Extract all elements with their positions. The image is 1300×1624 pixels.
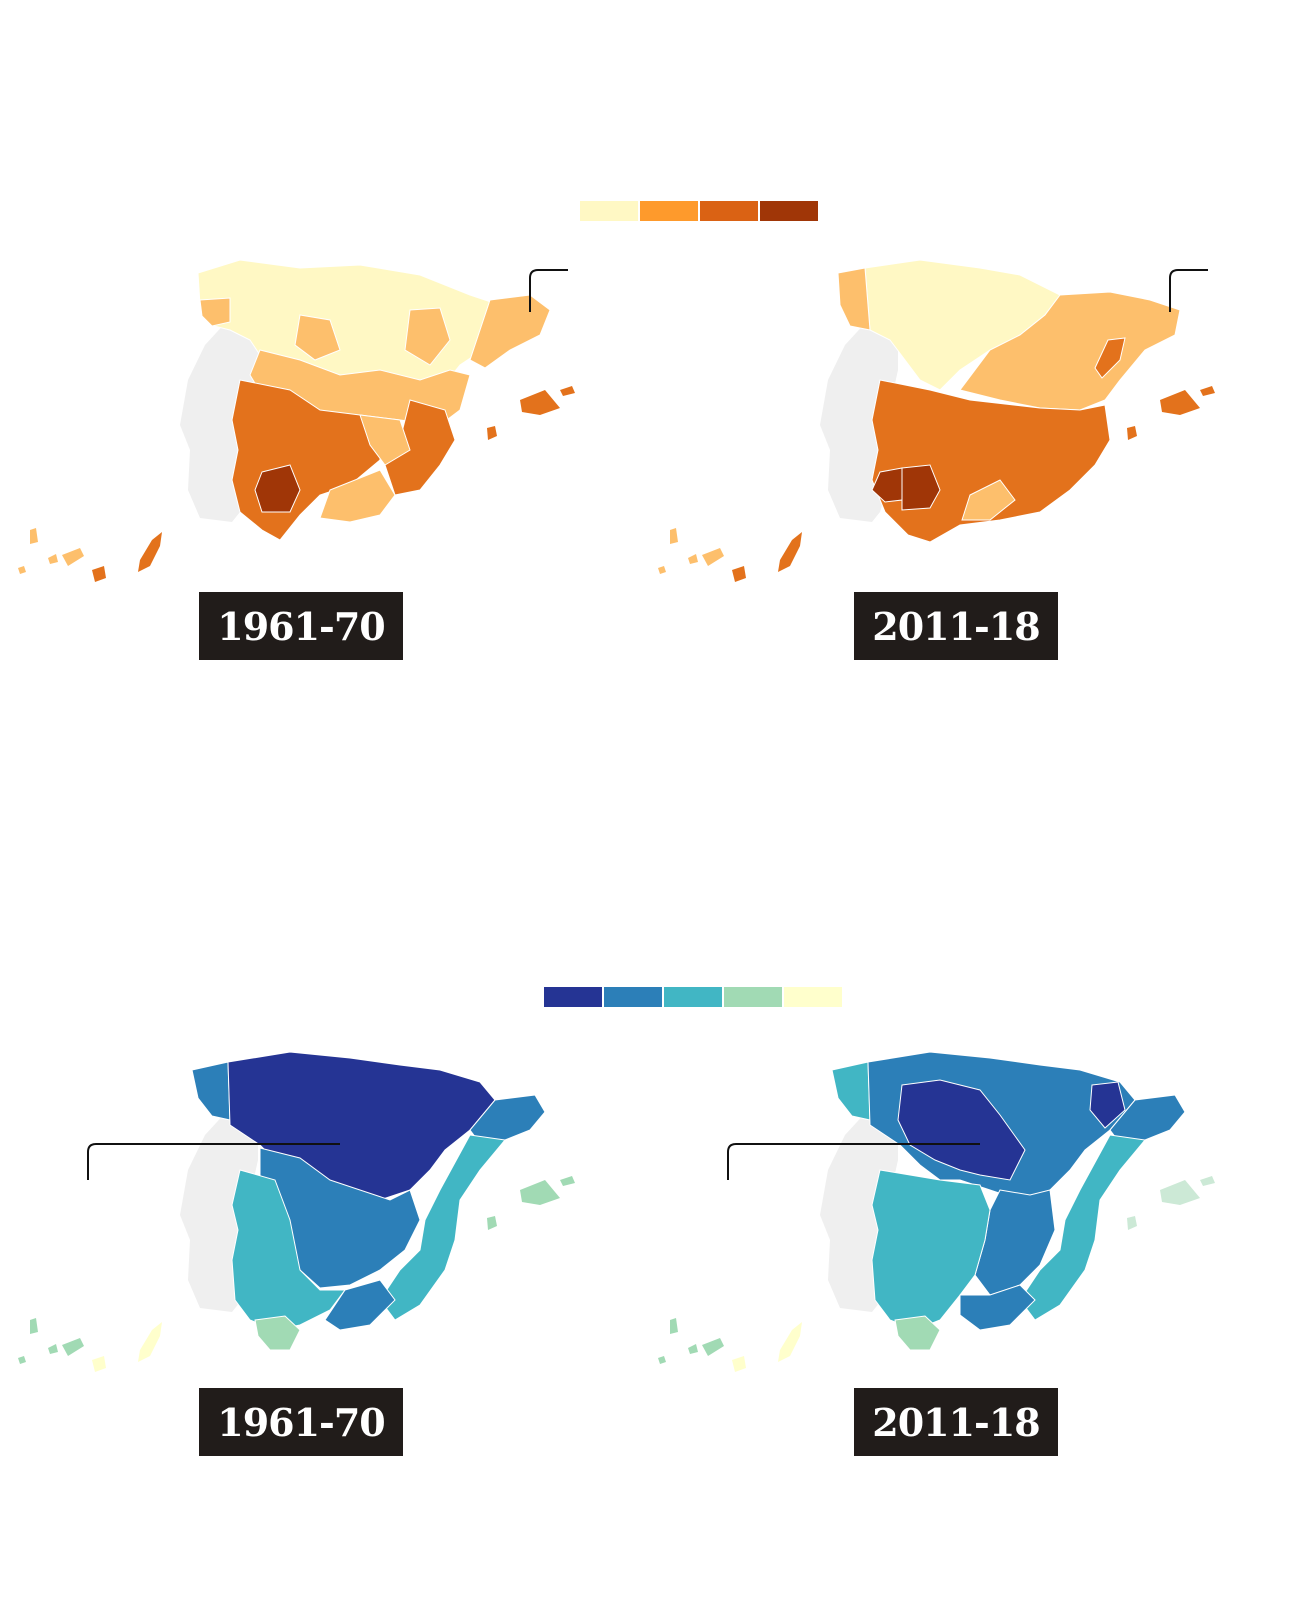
legend-swatch-2 — [604, 987, 662, 1007]
canary-island-4 — [92, 566, 106, 582]
region-catalonia — [469, 294, 551, 369]
region-galicia — [837, 267, 871, 331]
region-southwest — [871, 1169, 991, 1331]
spain-map-1961-70-orange — [18, 259, 575, 582]
canary-island-5 — [778, 1322, 802, 1362]
region-balearic-large — [520, 1180, 560, 1205]
canary-island-6 — [18, 1356, 26, 1364]
legend-swatch-4 — [760, 201, 818, 221]
region-southeast-light — [319, 469, 396, 523]
canary-island-3 — [62, 1338, 84, 1356]
legend-swatch-2 — [640, 201, 698, 221]
region-balearic-small — [1200, 386, 1215, 396]
canary-island-3 — [702, 548, 724, 566]
callout-line — [727, 1143, 980, 1180]
region-balearic-large — [1160, 390, 1200, 415]
region-cadiz — [254, 1315, 301, 1351]
canary-island-6 — [18, 566, 26, 574]
canary-island-5 — [778, 532, 802, 572]
legend-swatch-4 — [724, 987, 782, 1007]
region-galicia — [831, 1061, 871, 1121]
canary-island-1 — [670, 1318, 678, 1334]
canary-island-1 — [30, 1318, 38, 1334]
region-galicia — [199, 297, 231, 327]
rain-color-legend — [544, 987, 842, 1007]
legend-swatch-1 — [580, 201, 638, 221]
region-balearic-large — [520, 390, 560, 415]
canary-island-2 — [48, 554, 58, 564]
region-navarra-dark — [1089, 1081, 1126, 1129]
legend-swatch-5 — [784, 987, 842, 1007]
region-ibiza — [1127, 1216, 1137, 1230]
region-southeast-mid — [959, 1284, 1036, 1331]
region-cadiz — [894, 1315, 941, 1351]
region-balearic-small — [1200, 1176, 1215, 1186]
legend-swatch-3 — [664, 987, 722, 1007]
region-granada-light — [961, 479, 1016, 521]
canary-island-6 — [658, 1356, 666, 1364]
canary-island-2 — [688, 1344, 698, 1354]
canary-island-4 — [732, 566, 746, 582]
region-catalonia — [469, 1094, 546, 1151]
region-darkest-2 — [901, 464, 941, 511]
callout-line — [87, 1143, 340, 1180]
region-northwest-mid — [191, 1061, 231, 1121]
region-southeast-mid — [324, 1279, 396, 1331]
spain-map-2011-18-orange — [658, 259, 1215, 582]
region-balearic-large — [1160, 1180, 1200, 1205]
period-label: 2011-18 — [854, 592, 1058, 660]
region-east-coast — [379, 1134, 506, 1321]
region-balearic-small — [560, 1176, 575, 1186]
callout-line — [529, 269, 568, 312]
canary-island-3 — [62, 548, 84, 566]
region-ibiza — [487, 426, 497, 440]
region-catalonia-dark — [1094, 337, 1126, 379]
canary-island-1 — [30, 528, 38, 544]
canary-island-4 — [92, 1356, 106, 1372]
period-label: 1961-70 — [199, 1388, 403, 1456]
region-aragon-patch — [404, 307, 451, 366]
region-burgos-patch — [294, 314, 341, 361]
canary-island-3 — [702, 1338, 724, 1356]
region-darkest-1 — [871, 467, 903, 503]
region-east-light — [959, 291, 1181, 411]
canary-island-4 — [732, 1356, 746, 1372]
region-ibiza — [1127, 426, 1137, 440]
region-catalonia — [1109, 1094, 1186, 1151]
canary-island-6 — [658, 566, 666, 574]
canary-island-2 — [48, 1344, 58, 1354]
period-label: 2011-18 — [854, 1388, 1058, 1456]
region-ibiza — [487, 1216, 497, 1230]
legend-swatch-1 — [544, 987, 602, 1007]
period-label: 1961-70 — [199, 592, 403, 660]
legend-swatch-3 — [700, 201, 758, 221]
region-southwest — [231, 1169, 346, 1331]
region-balearic-small — [560, 386, 575, 396]
canary-island-5 — [138, 532, 162, 572]
callout-line — [1169, 269, 1208, 312]
region-castilla-dark — [897, 1079, 1026, 1181]
spain-map-1961-70-blue — [18, 1051, 575, 1372]
canary-island-5 — [138, 1322, 162, 1362]
spain-map-2011-18-blue — [658, 1051, 1215, 1372]
canary-island-2 — [688, 554, 698, 564]
region-darkest — [254, 464, 301, 513]
region-castilla-light — [359, 414, 411, 466]
temperature-color-legend — [580, 201, 818, 221]
canary-island-1 — [670, 528, 678, 544]
region-east-coast — [1019, 1134, 1146, 1321]
